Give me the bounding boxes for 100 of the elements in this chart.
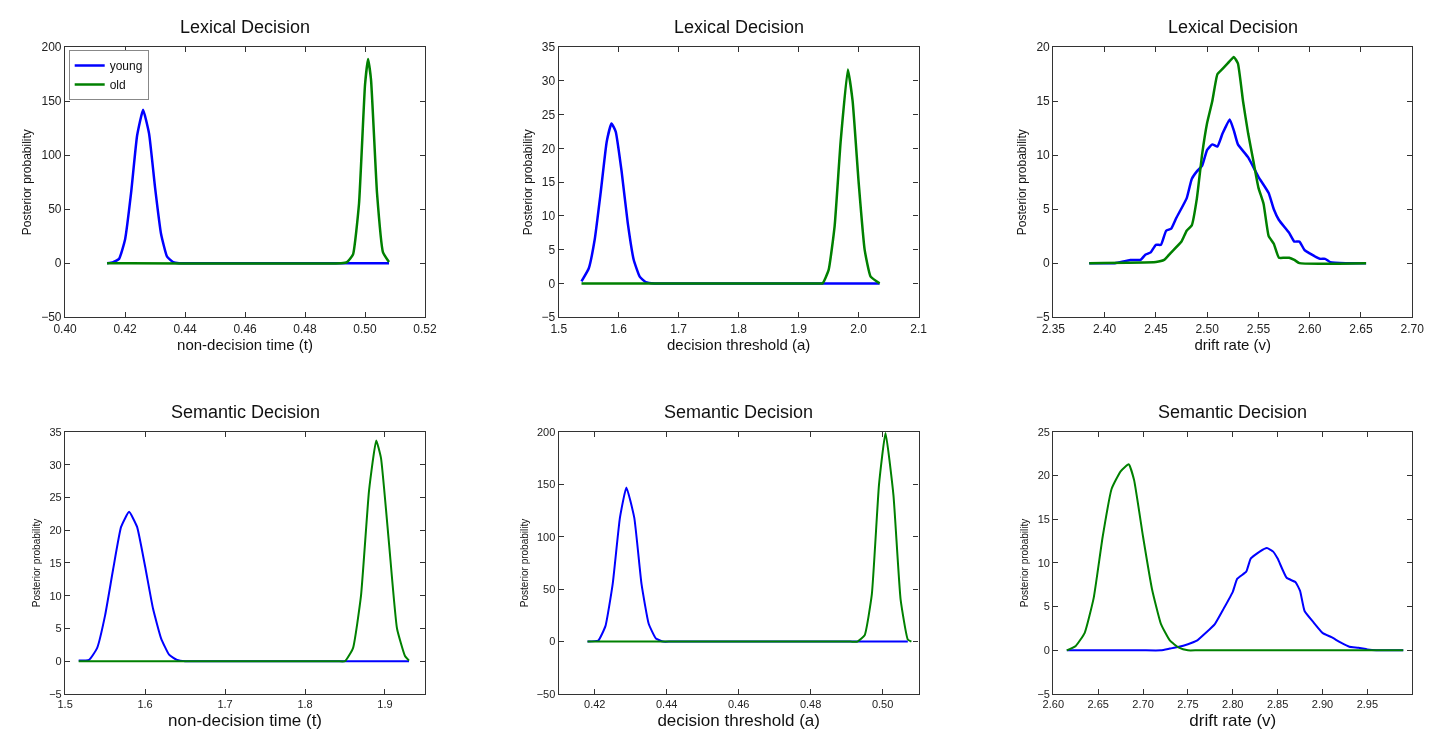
y-axis-title: Posterior probability <box>31 518 43 608</box>
x-tick-label: 0.46 <box>233 321 258 336</box>
y-tick-label: 0 <box>548 276 556 291</box>
y-tick-label: 0 <box>54 256 62 271</box>
x-tick-label: 1.8 <box>730 321 748 336</box>
y-tick-label: 0 <box>55 655 62 668</box>
x-tick-label: 2.45 <box>1144 321 1168 336</box>
chart-title: Semantic Decision <box>171 402 321 422</box>
y-tick-label: 5 <box>1043 600 1050 613</box>
y-tick-label: 10 <box>1036 148 1051 163</box>
y-axis-title: Posterior probability <box>20 129 35 236</box>
y-tick-label: 5 <box>548 242 556 257</box>
x-axis-title: decision threshold (a) <box>657 710 820 730</box>
y-tick-label: 30 <box>49 458 62 471</box>
x-tick-label: 0.44 <box>655 698 678 711</box>
line-series <box>580 68 881 285</box>
chart-title: Lexical Decision <box>1168 17 1299 37</box>
y-tick-label: 25 <box>1037 425 1050 438</box>
y-tick-label: 10 <box>541 209 556 224</box>
y-tick-label: 20 <box>49 524 62 537</box>
y-tick-label: 200 <box>537 425 556 438</box>
x-tick-label: 1.6 <box>137 698 153 711</box>
y-tick-label: 30 <box>541 74 556 89</box>
y-tick-label: 150 <box>537 478 556 491</box>
x-tick-label: 1.7 <box>670 321 688 336</box>
y-tick-label: 35 <box>541 40 556 55</box>
x-tick-label: 2.60 <box>1298 321 1322 336</box>
x-tick-label: 0.46 <box>727 698 750 711</box>
chart-title: Lexical Decision <box>180 17 311 37</box>
x-tick-label: 2.40 <box>1092 321 1117 336</box>
x-tick-label: 0.50 <box>353 321 378 336</box>
chart-title: Semantic Decision <box>664 402 814 422</box>
y-tick-label: 15 <box>541 175 556 190</box>
y-tick-label: 25 <box>49 491 62 504</box>
y-tick-label: 20 <box>541 141 556 156</box>
x-tick-label: 2.65 <box>1087 698 1109 711</box>
y-tick-label: −5 <box>1037 687 1050 700</box>
x-tick-label: 2.50 <box>1195 321 1220 336</box>
y-tick-label: 15 <box>49 556 62 569</box>
y-axis-title: Posterior probability <box>518 518 530 608</box>
y-axis-title: Posterior probability <box>520 129 535 236</box>
x-tick-label: 1.9 <box>377 698 393 711</box>
x-tick-label: 2.80 <box>1222 698 1244 711</box>
y-tick-label: 100 <box>41 148 62 163</box>
y-tick-label: 5 <box>55 622 62 635</box>
line-series <box>1065 463 1405 652</box>
y-tick-label: 100 <box>537 530 556 543</box>
x-tick-label: 2.70 <box>1132 698 1154 711</box>
y-axis-title: Posterior probability <box>1015 129 1030 236</box>
x-tick-label: 2.70 <box>1400 321 1425 336</box>
legend-label: young <box>109 59 143 74</box>
x-tick-label: 2.75 <box>1177 698 1199 711</box>
y-tick-label: 20 <box>1036 40 1051 55</box>
x-axis-title: non-decision time (t) <box>177 335 313 353</box>
x-tick-label: 2.55 <box>1246 321 1271 336</box>
y-tick-label: 10 <box>1037 556 1050 569</box>
x-tick-label: 1.8 <box>297 698 313 711</box>
y-tick-label: 50 <box>543 583 556 596</box>
x-tick-label: 0.48 <box>799 698 822 711</box>
x-axis-title: drift rate (v) <box>1189 710 1277 730</box>
y-tick-label: 20 <box>1037 469 1050 482</box>
y-tick-label: 25 <box>541 107 556 122</box>
x-tick-label: 0.44 <box>173 321 198 336</box>
x-tick-label: 0.48 <box>293 321 318 336</box>
y-tick-label: 15 <box>1036 94 1051 109</box>
x-tick-label: 1.9 <box>790 321 808 336</box>
y-tick-label: 200 <box>41 40 62 55</box>
y-tick-label: −50 <box>536 687 556 700</box>
x-tick-label: 0.50 <box>871 698 894 711</box>
x-axis-title: decision threshold (a) <box>666 335 811 353</box>
line-series <box>105 57 391 265</box>
chart-title: Lexical Decision <box>674 17 805 37</box>
x-tick-label: 0.42 <box>113 321 138 336</box>
x-tick-label: 2.60 <box>1042 698 1065 711</box>
y-tick-label: 5 <box>1043 202 1051 217</box>
x-tick-label: 2.0 <box>850 321 868 336</box>
x-tick-label: 2.1 <box>910 321 928 336</box>
chart-title: Semantic Decision <box>1158 402 1308 422</box>
x-tick-label: 1.5 <box>57 698 73 711</box>
x-tick-label: 0.42 <box>584 698 606 711</box>
x-tick-label: 1.7 <box>217 698 233 711</box>
x-tick-label: 1.6 <box>610 321 628 336</box>
y-tick-label: 50 <box>48 202 62 217</box>
x-axis-title: non-decision time (t) <box>168 710 323 730</box>
x-axis-title: drift rate (v) <box>1194 335 1272 353</box>
x-tick-label: 2.90 <box>1311 698 1334 711</box>
y-tick-label: 10 <box>49 589 62 602</box>
y-tick-label: 0 <box>1043 644 1050 657</box>
legend-label: old <box>109 78 126 93</box>
y-tick-label: −5 <box>49 687 62 700</box>
y-tick-label: 15 <box>1037 513 1050 526</box>
y-tick-label: 0 <box>1043 256 1051 271</box>
x-tick-label: 2.65 <box>1349 321 1373 336</box>
line-series <box>586 432 913 643</box>
line-series <box>1087 55 1368 265</box>
y-axis-title: Posterior probability <box>1019 518 1031 608</box>
y-tick-label: 150 <box>41 94 62 109</box>
y-tick-label: 35 <box>49 425 62 438</box>
x-tick-label: 0.52 <box>413 321 437 336</box>
x-tick-label: 2.85 <box>1266 698 1289 711</box>
